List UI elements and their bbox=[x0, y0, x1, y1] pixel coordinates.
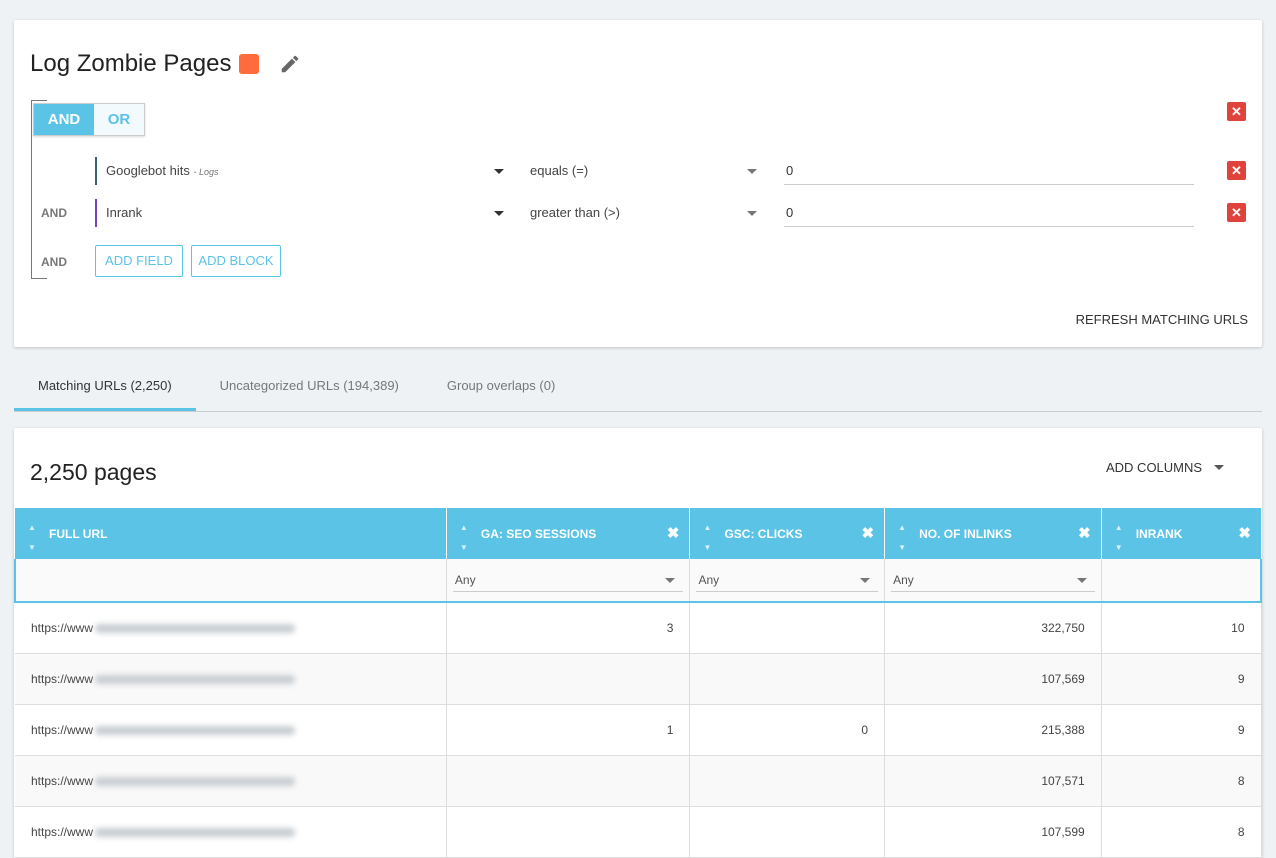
column-header[interactable]: ▲ ▼ NO. OF INLINKS ✖ bbox=[884, 508, 1102, 559]
table-row[interactable]: https://www 3 322,750 10 bbox=[15, 602, 1262, 654]
filter-select[interactable]: Any bbox=[452, 568, 684, 592]
inlinks-cell: 107,599 bbox=[884, 806, 1102, 858]
pencil-icon[interactable] bbox=[279, 53, 301, 75]
close-icon[interactable]: ✖ bbox=[1078, 525, 1091, 542]
caret-down-icon[interactable] bbox=[494, 211, 504, 216]
url-cell[interactable]: https://www bbox=[15, 602, 447, 654]
caret-down-icon[interactable] bbox=[494, 169, 504, 174]
tabs: Matching URLs (2,250) Uncategorized URLs… bbox=[14, 366, 1262, 412]
redacted-url bbox=[95, 827, 296, 837]
redacted-url bbox=[95, 674, 296, 684]
page-count: 2,250 pages bbox=[30, 459, 157, 485]
sort-icon[interactable]: ▲ ▼ bbox=[898, 523, 907, 552]
inlinks-cell: 107,571 bbox=[884, 755, 1102, 807]
add-columns-button[interactable]: ADD COLUMNS bbox=[1106, 460, 1225, 475]
field-select[interactable]: Googlebot hits - Logs bbox=[95, 157, 505, 185]
field-select[interactable]: Inrank bbox=[95, 199, 505, 227]
url-cell[interactable]: https://www bbox=[15, 806, 447, 858]
condition-row: AND Inrank greater than (>) 0 ✕ bbox=[14, 199, 1262, 227]
ga-cell bbox=[446, 755, 691, 807]
delete-condition-button[interactable]: ✕ bbox=[1227, 161, 1246, 180]
inrank-cell: 9 bbox=[1101, 653, 1262, 705]
operator-select[interactable]: equals (=) bbox=[530, 163, 589, 178]
inlinks-cell: 322,750 bbox=[884, 602, 1102, 654]
add-field-button[interactable]: ADD FIELD bbox=[95, 245, 183, 277]
value-input[interactable]: 0 bbox=[784, 157, 1194, 185]
caret-down-icon[interactable] bbox=[747, 169, 757, 174]
inrank-cell: 8 bbox=[1101, 806, 1262, 858]
redacted-url bbox=[95, 776, 296, 786]
results-table: ▲ ▼ FULL URL ▲ ▼ GA: SEO SESSIONS ✖ ▲ ▼ GSC: CL… bbox=[14, 508, 1262, 858]
redacted-url bbox=[95, 624, 296, 634]
caret-down-icon bbox=[1214, 465, 1225, 470]
inlinks-cell: 107,569 bbox=[884, 653, 1102, 705]
segment-editor: Log Zombie Pages AND OR ✕ Googlebot hits… bbox=[14, 20, 1262, 347]
ga-cell bbox=[446, 653, 691, 705]
close-icon[interactable]: ✖ bbox=[1238, 525, 1251, 542]
gsc-cell bbox=[689, 755, 886, 807]
filter-select[interactable]: Any bbox=[891, 568, 1095, 592]
ga-cell: 1 bbox=[446, 704, 691, 756]
inrank-cell: 8 bbox=[1101, 755, 1262, 807]
sort-icon[interactable]: ▲ ▼ bbox=[459, 523, 468, 552]
table-row[interactable]: https://www 107,571 8 bbox=[15, 755, 1262, 807]
column-header[interactable]: ▲ ▼ GSC: CLICKS ✖ bbox=[689, 508, 886, 559]
and-toggle[interactable]: AND bbox=[34, 104, 94, 135]
logic-toggle[interactable]: AND OR bbox=[33, 103, 145, 136]
delete-condition-button[interactable]: ✕ bbox=[1227, 203, 1246, 222]
block-bracket bbox=[31, 100, 47, 279]
inrank-cell: 10 bbox=[1101, 602, 1262, 654]
column-header[interactable]: ▲ ▼ GA: SEO SESSIONS ✖ bbox=[446, 508, 691, 559]
tab-uncategorized-urls[interactable]: Uncategorized URLs (194,389) bbox=[219, 378, 399, 393]
tab-matching-urls[interactable]: Matching URLs (2,250) bbox=[14, 366, 196, 411]
color-swatch[interactable] bbox=[239, 54, 260, 74]
close-icon[interactable]: ✖ bbox=[666, 525, 680, 542]
table-row[interactable]: https://www 107,569 9 bbox=[15, 653, 1262, 705]
sort-icon[interactable]: ▲ ▼ bbox=[28, 523, 36, 552]
url-cell[interactable]: https://www bbox=[15, 755, 447, 807]
column-header[interactable]: ▲ ▼ FULL URL bbox=[15, 508, 447, 559]
caret-down-icon[interactable] bbox=[747, 211, 757, 216]
segment-title: Log Zombie Pages bbox=[30, 50, 301, 78]
condition-row: Googlebot hits - Logs equals (=) 0 ✕ bbox=[14, 157, 1262, 185]
column-header[interactable]: ▲ ▼ INRANK ✖ bbox=[1101, 508, 1261, 559]
sort-icon[interactable]: ▲ ▼ bbox=[703, 523, 712, 552]
tab-group-overlaps[interactable]: Group overlaps (0) bbox=[446, 378, 556, 393]
sort-icon[interactable]: ▲ ▼ bbox=[1114, 523, 1123, 552]
operator-select[interactable]: greater than (>) bbox=[530, 205, 620, 220]
url-cell[interactable]: https://www bbox=[15, 704, 447, 756]
refresh-matching-urls-button[interactable]: REFRESH MATCHING URLS bbox=[1075, 312, 1248, 327]
inlinks-cell: 215,388 bbox=[884, 704, 1102, 756]
close-icon[interactable]: ✖ bbox=[861, 525, 875, 542]
url-cell[interactable]: https://www bbox=[15, 653, 447, 705]
table-row[interactable]: https://www 107,599 8 bbox=[15, 806, 1262, 858]
delete-block-button[interactable]: ✕ bbox=[1227, 102, 1246, 121]
value-input[interactable]: 0 bbox=[784, 199, 1194, 227]
gsc-cell bbox=[689, 806, 886, 858]
gsc-cell: 0 bbox=[689, 704, 886, 756]
or-toggle[interactable]: OR bbox=[94, 104, 144, 135]
filter-select[interactable]: Any bbox=[696, 568, 879, 592]
ga-cell bbox=[446, 806, 691, 858]
results-card: 2,250 pages ADD COLUMNS ▲ ▼ FULL URL ▲ ▼ GA:… bbox=[14, 428, 1262, 858]
redacted-url bbox=[95, 725, 296, 735]
gsc-cell bbox=[689, 602, 886, 654]
table-row[interactable]: https://www 1 0 215,388 9 bbox=[15, 704, 1262, 756]
gsc-cell bbox=[689, 653, 886, 705]
ga-cell: 3 bbox=[446, 602, 691, 654]
add-block-button[interactable]: ADD BLOCK bbox=[191, 245, 281, 277]
inrank-cell: 9 bbox=[1101, 704, 1262, 756]
